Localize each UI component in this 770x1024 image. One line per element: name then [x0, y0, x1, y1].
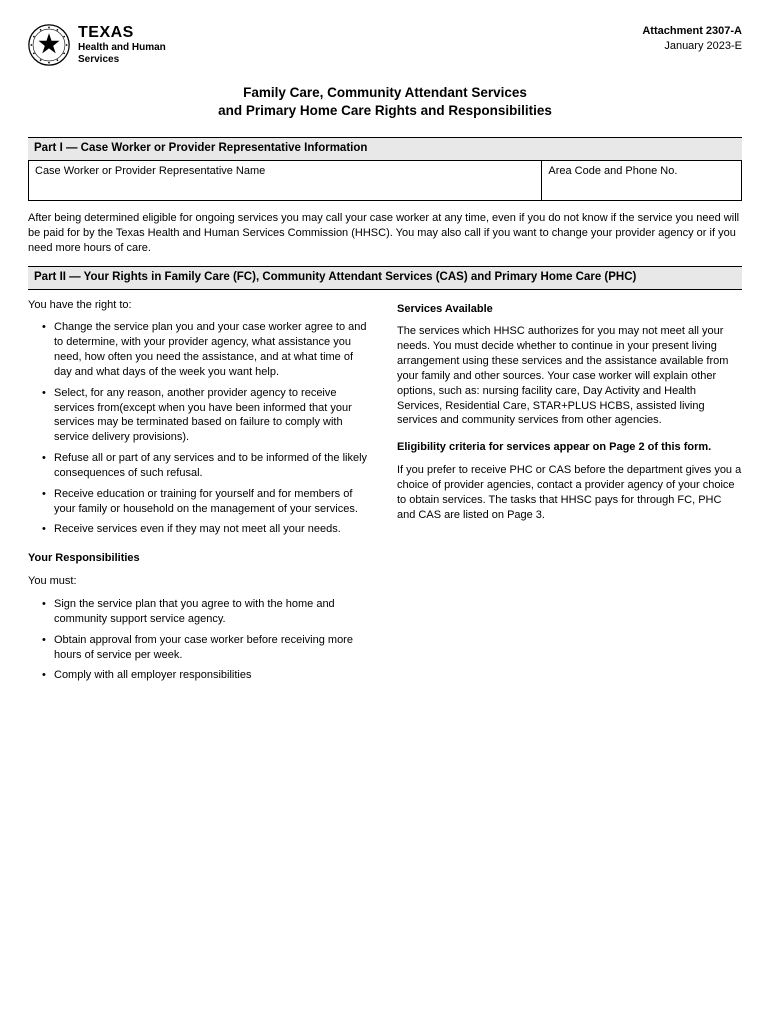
responsibilities-item: Comply with all employer responsibilitie…	[44, 668, 373, 683]
attachment-number: Attachment 2307-A	[642, 24, 742, 39]
agency-name: TEXAS Health and Human Services	[78, 25, 166, 66]
field-caseworker-name[interactable]: Case Worker or Provider Representative N…	[29, 161, 542, 201]
responsibilities-item: Sign the service plan that you agree to …	[44, 597, 373, 627]
title-line1: Family Care, Community Attendant Service…	[28, 84, 742, 102]
left-column: You have the right to: Change the servic…	[28, 298, 373, 698]
part2-columns: You have the right to: Change the servic…	[28, 298, 742, 698]
rights-item: Refuse all or part of any services and t…	[44, 451, 373, 481]
services-heading: Services Available	[397, 302, 742, 317]
field-phone-label: Area Code and Phone No.	[548, 165, 677, 177]
right-column: Services Available The services which HH…	[397, 298, 742, 698]
attachment-info: Attachment 2307-A January 2023-E	[642, 24, 742, 54]
rights-lead: You have the right to:	[28, 298, 373, 313]
attachment-date: January 2023-E	[642, 39, 742, 54]
responsibilities-item: Obtain approval from your case worker be…	[44, 633, 373, 663]
page-header: TEXAS Health and Human Services Attachme…	[28, 24, 742, 66]
rights-item: Receive services even if they may not me…	[44, 522, 373, 537]
responsibilities-list: Sign the service plan that you agree to …	[28, 597, 373, 683]
field-caseworker-name-label: Case Worker or Provider Representative N…	[35, 165, 265, 177]
preference-paragraph: If you prefer to receive PHC or CAS befo…	[397, 463, 742, 522]
intro-paragraph: After being determined eligible for ongo…	[28, 211, 742, 256]
rights-item: Change the service plan you and your cas…	[44, 320, 373, 379]
eligibility-note: Eligibility criteria for services appear…	[397, 440, 742, 455]
rights-item: Select, for any reason, another provider…	[44, 386, 373, 445]
rights-list: Change the service plan you and your cas…	[28, 320, 373, 537]
part1-heading: Part I — Case Worker or Provider Represe…	[28, 137, 742, 161]
dept-line2: Services	[78, 54, 166, 66]
part1-table: Case Worker or Provider Representative N…	[28, 161, 742, 202]
part2-heading: Part II — Your Rights in Family Care (FC…	[28, 266, 742, 290]
title-line2: and Primary Home Care Rights and Respons…	[28, 102, 742, 120]
field-phone[interactable]: Area Code and Phone No.	[542, 161, 742, 201]
responsibilities-lead: You must:	[28, 574, 373, 589]
document-title: Family Care, Community Attendant Service…	[28, 84, 742, 119]
texas-seal-icon	[28, 24, 70, 66]
rights-item: Receive education or training for yourse…	[44, 487, 373, 517]
state-name: TEXAS	[78, 25, 166, 41]
responsibilities-heading: Your Responsibilities	[28, 551, 373, 566]
agency-logo-block: TEXAS Health and Human Services	[28, 24, 166, 66]
services-paragraph: The services which HHSC authorizes for y…	[397, 324, 742, 428]
dept-line1: Health and Human	[78, 42, 166, 54]
